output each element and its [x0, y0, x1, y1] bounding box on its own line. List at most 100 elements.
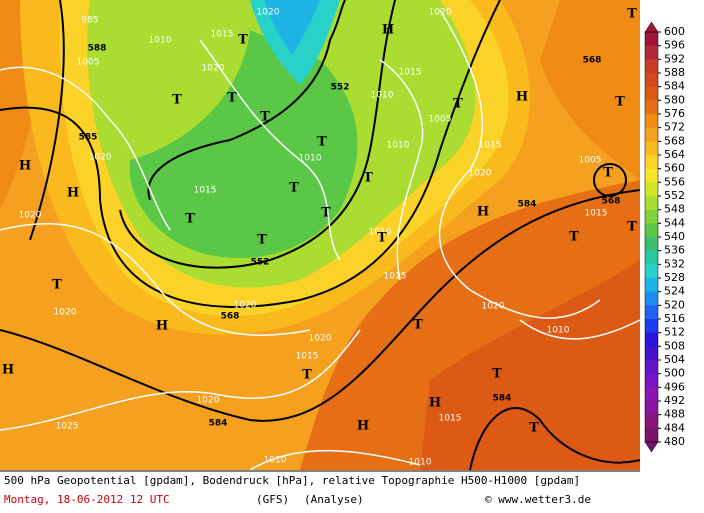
contour-label: 584: [518, 200, 537, 210]
contour-label: 568: [221, 312, 240, 322]
colorbar-swatch: [645, 223, 658, 238]
high-marker: H: [382, 23, 394, 38]
isobar: [519, 319, 641, 340]
colorbar-swatch: [645, 319, 658, 334]
colorbar-label: 568: [664, 134, 685, 147]
colorbar-swatch: [645, 100, 658, 115]
contour-label: 568: [602, 197, 621, 207]
isobar: [0, 329, 361, 431]
low-marker: T: [377, 231, 387, 246]
isobar-label: 1015: [479, 141, 502, 151]
colorbar-swatch: [645, 32, 658, 47]
colorbar-swatch: [645, 196, 658, 211]
high-marker: H: [156, 319, 168, 334]
colorbar-label: 596: [664, 39, 685, 52]
low-marker: T: [627, 7, 637, 22]
low-marker: T: [453, 97, 463, 112]
low-marker: T: [302, 368, 312, 383]
colorbar-swatch: [645, 360, 658, 375]
low-marker: T: [260, 110, 270, 125]
colorbar-cap: [644, 441, 659, 453]
contour-label: 585: [79, 133, 98, 143]
colorbar-label: 588: [664, 66, 685, 79]
colorbar-swatch: [645, 278, 658, 293]
low-marker: T: [238, 33, 248, 48]
isobar-label: 1005: [77, 58, 100, 68]
isobar-label: 1005: [579, 156, 602, 166]
colorbar-label: 492: [664, 394, 685, 407]
colorbar-swatch: [645, 428, 658, 443]
isobar-label: 1020: [257, 8, 280, 18]
isobar-label: 1025: [56, 422, 79, 432]
contour: [147, 0, 346, 201]
isobar-label: 1010: [371, 91, 394, 101]
isobar-label: 1010: [369, 228, 392, 238]
colorbar-label: 532: [664, 257, 685, 270]
isobar-label: 1015: [211, 30, 234, 40]
caption-model: (GFS): [256, 493, 289, 506]
colorbar-label: 500: [664, 367, 685, 380]
contour-label: 568: [583, 56, 602, 66]
high-marker: H: [357, 419, 369, 434]
caption-run: (Analyse): [304, 493, 364, 506]
colorbar-swatch: [645, 141, 658, 156]
colorbar-label: 524: [664, 285, 685, 298]
low-marker: T: [627, 220, 637, 235]
colorbar-swatch: [645, 264, 658, 279]
low-marker: T: [603, 166, 613, 181]
contour: [0, 0, 501, 308]
low-marker: T: [615, 95, 625, 110]
zone: [265, 0, 320, 55]
isobar-label: 1015: [384, 272, 407, 282]
colorbar-label: 536: [664, 244, 685, 257]
caption-date: Montag, 18-06-2012 12 UTC: [4, 493, 170, 506]
colorbar-swatch: [645, 209, 658, 224]
low-marker: T: [227, 91, 237, 106]
colorbar-label: 592: [664, 52, 685, 65]
height-contours: [0, 0, 641, 471]
high-marker: H: [516, 90, 528, 105]
colorbar-swatch: [645, 401, 658, 416]
colorbar-label: 540: [664, 230, 685, 243]
low-marker: T: [529, 421, 539, 436]
isobar-label: 1010: [299, 154, 322, 164]
colorbar-swatch: [645, 332, 658, 347]
isobar: [0, 66, 171, 231]
colorbar-label: 480: [664, 435, 685, 448]
isobar-label: 1020: [482, 302, 505, 312]
colorbar-swatch: [645, 387, 658, 402]
high-marker: H: [67, 186, 79, 201]
low-marker: T: [289, 181, 299, 196]
colorbar-label: 512: [664, 326, 685, 339]
colorbar-label: 520: [664, 298, 685, 311]
isobar-label: 1020: [309, 334, 332, 344]
zone: [129, 30, 358, 258]
high-marker: H: [2, 363, 14, 378]
isobar-label: 1010: [547, 326, 570, 336]
colorbar-swatch: [645, 237, 658, 252]
colorbar-swatch: [645, 45, 658, 60]
colorbar-swatch: [645, 127, 658, 142]
caption-credit: © www.wetter3.de: [485, 493, 591, 506]
isobar-label: 1005: [429, 115, 452, 125]
zone: [420, 260, 640, 470]
contour: [593, 163, 627, 197]
contour-label: 588: [88, 44, 107, 54]
colorbar-swatch: [645, 182, 658, 197]
colorbar-label: 552: [664, 189, 685, 202]
contour-label: 552: [331, 83, 350, 93]
isobar: [379, 59, 424, 281]
isobar-label: 1015: [585, 209, 608, 219]
colorbar: 6005965925885845805765725685645605565525…: [644, 21, 685, 453]
contour-label: 584: [493, 394, 512, 404]
colorbar-swatch: [645, 346, 658, 361]
colorbar-label: 560: [664, 162, 685, 175]
high-marker: H: [429, 396, 441, 411]
low-marker: T: [52, 278, 62, 293]
colorbar-label: 484: [664, 421, 685, 434]
zone: [540, 0, 640, 180]
colorbar-label: 572: [664, 121, 685, 134]
high-marker: H: [19, 159, 31, 174]
contour: [119, 0, 396, 269]
